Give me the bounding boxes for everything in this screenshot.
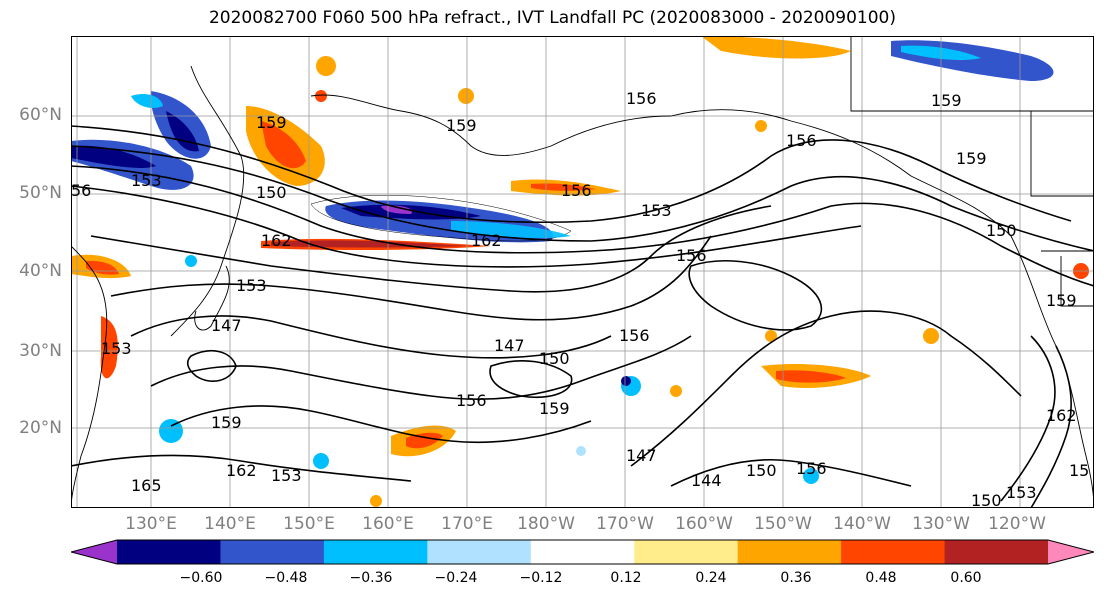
longitude-label: 130°E — [125, 514, 177, 534]
colorbar-tick-label: 0.24 — [695, 570, 727, 586]
colorbar-cell — [427, 540, 532, 564]
colorbar-cell — [944, 540, 1049, 564]
contour-label: 162 — [471, 231, 502, 250]
latitude-label: 60°N — [19, 105, 62, 125]
contour-label: 15 — [1069, 461, 1089, 480]
colorbar — [71, 539, 1094, 565]
colorbar-tick-label: −0.12 — [519, 570, 563, 586]
longitude-label: 180°W — [517, 514, 575, 534]
contour-label: 165 — [131, 476, 162, 495]
contour-label: 162 — [226, 461, 257, 480]
colorbar-tick-label: −0.24 — [434, 570, 478, 586]
contour-label: 153 — [131, 171, 162, 190]
contour-label: 144 — [691, 471, 722, 490]
contour-label: 150 — [971, 491, 1002, 508]
contour-label: 156 — [676, 246, 707, 265]
longitude-label: 160°E — [362, 514, 414, 534]
contour-label: 147 — [211, 316, 242, 335]
contour-label: 147 — [626, 446, 657, 465]
colorbar-cell — [634, 540, 739, 564]
contour-label: 156 — [456, 391, 487, 410]
contour-label: 156 — [561, 181, 592, 200]
figure-title: 2020082700 F060 500 hPa refract., IVT La… — [208, 8, 896, 28]
contour-label: 156 — [619, 326, 650, 345]
contour-label: 159 — [539, 399, 570, 418]
colorbar-tick-label: 0.48 — [865, 570, 897, 586]
colorbar-extend-min — [71, 540, 117, 564]
longitude-label: 150°E — [283, 514, 335, 534]
colorbar-tick-label: −0.60 — [179, 570, 223, 586]
contour-label: 150 — [746, 461, 777, 480]
contour-label: 159 — [956, 149, 987, 168]
colorbar-outline — [71, 539, 1094, 565]
contour-label: 56 — [71, 181, 91, 200]
contour-label: 150 — [539, 349, 570, 368]
contour-label: 153 — [271, 466, 302, 485]
contour-label: 153 — [101, 339, 132, 358]
longitude-label: 170°E — [441, 514, 493, 534]
contour-label: 159 — [211, 413, 242, 432]
coastlines — [71, 36, 1094, 508]
colorbar-tick-label: −0.36 — [349, 570, 393, 586]
latitude-label: 50°N — [19, 183, 62, 203]
contour-label: 159 — [1046, 291, 1077, 310]
height-contours — [71, 125, 1094, 508]
colorbar-cell — [841, 540, 946, 564]
colorbar-cell — [220, 540, 325, 564]
contour-label: 156 — [786, 131, 817, 150]
colorbar-cell — [117, 540, 221, 564]
contour-label: 162 — [261, 231, 292, 250]
contour-labels: 156 159 156 159 159 56 153 150 156 153 1… — [71, 89, 1089, 508]
contour-label: 159 — [931, 91, 962, 110]
contour-label: 150 — [256, 183, 287, 202]
longitude-label: 140°W — [833, 514, 891, 534]
longitude-label: 120°W — [988, 514, 1046, 534]
longitude-label: 150°W — [754, 514, 812, 534]
colorbar-cell — [323, 540, 428, 564]
colorbar-tick-label: 0.60 — [950, 570, 982, 586]
longitude-label: 130°W — [912, 514, 970, 534]
contour-label: 153 — [1006, 483, 1037, 502]
contour-label: 153 — [641, 201, 672, 220]
contour-label: 147 — [494, 336, 525, 355]
colorbar-cell — [737, 540, 842, 564]
longitude-label: 170°W — [596, 514, 654, 534]
colorbar-extend-max — [1048, 540, 1094, 564]
contour-label: 159 — [256, 113, 287, 132]
colorbar-tick-label: 0.36 — [780, 570, 812, 586]
contour-label: 156 — [626, 89, 657, 108]
latitude-label: 30°N — [19, 341, 62, 361]
contour-label: 159 — [446, 116, 477, 135]
longitude-label: 160°W — [675, 514, 733, 534]
latitude-label: 20°N — [19, 418, 62, 438]
map-panel: 156 159 156 159 159 56 153 150 156 153 1… — [71, 36, 1094, 508]
contour-label: 150 — [986, 221, 1017, 240]
longitude-label: 140°E — [204, 514, 256, 534]
contour-label: 153 — [236, 276, 267, 295]
colorbar-tick-label: 0.12 — [610, 570, 642, 586]
latitude-label: 40°N — [19, 261, 62, 281]
contour-label: 162 — [1046, 406, 1077, 425]
contour-label: 156 — [796, 459, 827, 478]
colorbar-cell — [530, 540, 635, 564]
colorbar-tick-label: −0.48 — [264, 570, 308, 586]
